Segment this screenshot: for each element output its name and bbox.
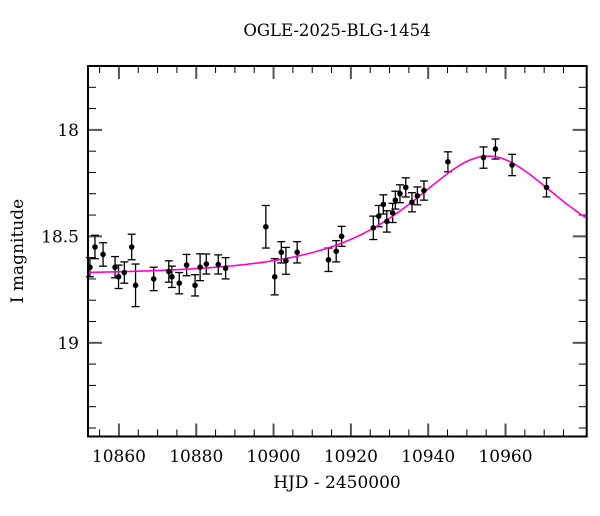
data-point	[325, 256, 332, 263]
data-point	[409, 199, 415, 206]
data-point	[278, 249, 285, 256]
x-axis-label: HJD - 2450000	[273, 473, 401, 493]
data-point	[338, 233, 345, 240]
data-point	[197, 264, 203, 271]
y-tick-label: 18.5	[41, 227, 79, 247]
data-point	[192, 282, 198, 289]
data-point	[150, 276, 157, 282]
x-tick-label: 10960	[478, 447, 532, 467]
data-point	[392, 197, 399, 203]
data-point	[271, 274, 278, 280]
data-point	[414, 193, 421, 199]
data-point	[92, 244, 98, 250]
data-point	[128, 244, 135, 250]
data-point	[283, 258, 289, 264]
data-point	[492, 146, 499, 152]
y-tick-label: 19	[57, 334, 79, 354]
data-point	[100, 251, 106, 258]
data-point	[389, 210, 396, 216]
data-point	[263, 223, 269, 230]
data-point	[380, 201, 387, 208]
data-point	[132, 282, 139, 289]
plot-area: 10860 10880 10900 10920 10940 10960 18 18.5 19	[41, 65, 588, 467]
data-point	[112, 264, 118, 271]
x-tick-label: 10900	[247, 447, 301, 467]
data-point	[543, 184, 550, 191]
plot-title: OGLE-2025-BLG-1454	[243, 21, 430, 40]
x-tick-label: 10860	[92, 447, 146, 467]
data-point	[294, 249, 300, 256]
x-tick-label: 10920	[324, 447, 378, 467]
data-point	[203, 261, 210, 267]
data-point	[370, 225, 377, 231]
data-point	[215, 261, 222, 268]
data-point	[397, 190, 403, 197]
data-point	[384, 218, 390, 225]
plot-frame	[87, 65, 588, 438]
data-point	[333, 248, 339, 255]
data-point	[169, 274, 175, 280]
data-point	[480, 154, 487, 161]
data-point	[402, 184, 409, 191]
data-point	[183, 262, 190, 268]
data-point	[176, 280, 183, 286]
x-tick-label: 10880	[169, 447, 223, 467]
data-point	[421, 187, 427, 194]
y-axis-label: I magnitude	[8, 199, 28, 303]
data-point	[509, 162, 515, 168]
data-point	[165, 268, 172, 275]
data-point	[115, 274, 122, 280]
data-point	[375, 213, 382, 219]
data-point	[445, 159, 451, 165]
y-tick-label: 18	[57, 121, 79, 141]
data-point	[121, 269, 128, 276]
data-point	[222, 265, 229, 272]
x-tick-label: 10940	[401, 447, 455, 467]
